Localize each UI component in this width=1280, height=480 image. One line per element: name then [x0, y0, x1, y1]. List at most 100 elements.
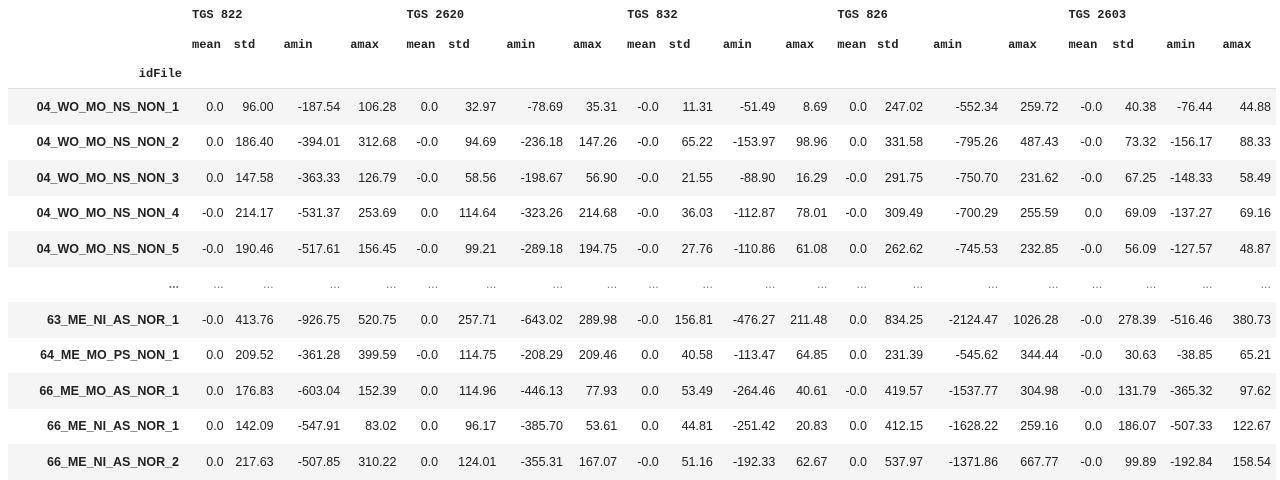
- table-cell: 114.75: [459, 348, 497, 363]
- table-cell: -0.0: [1080, 135, 1103, 150]
- table-cell: 61.08: [796, 241, 828, 256]
- stat-header: mean: [192, 38, 221, 52]
- table-cell: ...: [1202, 277, 1213, 292]
- table-cell: 834.25: [884, 312, 924, 327]
- table-cell: 231.62: [1020, 170, 1059, 185]
- table-cell: 0.0: [420, 99, 439, 114]
- table-cell: -1371.86: [948, 454, 999, 469]
- table-row: 64_ME_MO_PS_NON_1 0.0 209.52 -361.28 399.59 -…: [8, 338, 1276, 374]
- table-cell: 88.33: [1239, 135, 1271, 150]
- table-cell: -926.75: [297, 312, 341, 327]
- header-index-row: idFile: [8, 60, 1276, 89]
- table-cell: -545.62: [955, 348, 999, 363]
- table-cell: 69.09: [1125, 206, 1157, 221]
- table-cell: 0.0: [641, 348, 659, 363]
- table-cell: -0.0: [637, 241, 659, 256]
- table-cell: -0.0: [202, 206, 224, 221]
- table-cell: 0.0: [420, 312, 439, 327]
- table-cell: ...: [702, 277, 713, 292]
- table-cell: 331.58: [884, 135, 924, 150]
- table-cell: ...: [856, 277, 867, 292]
- table-cell: 0.0: [206, 99, 224, 114]
- table-cell: 30.63: [1125, 348, 1157, 363]
- table-cell: -0.0: [416, 348, 439, 363]
- stat-header: amax: [785, 38, 815, 52]
- stat-header: amin: [722, 38, 752, 52]
- row-index-label: 04_WO_MO_NS_NON_4: [36, 206, 180, 221]
- table-cell: 0.0: [206, 383, 224, 398]
- table-cell: -236.18: [520, 135, 563, 150]
- table-cell: -476.27: [732, 312, 776, 327]
- table-cell: 0.0: [206, 135, 224, 150]
- table-cell: 667.77: [1020, 454, 1059, 469]
- table-cell: -0.0: [637, 99, 659, 114]
- table-cell: -127.57: [1170, 241, 1213, 256]
- stat-header: mean: [406, 38, 436, 52]
- table-cell: ...: [764, 277, 776, 292]
- table-cell: 40.38: [1125, 99, 1157, 114]
- table-cell: 20.83: [796, 419, 828, 434]
- table-cell: -208.29: [520, 348, 563, 363]
- table-cell: 53.61: [585, 419, 618, 434]
- row-index-label: 66_ME_NI_AS_NOR_2: [47, 454, 180, 469]
- table-cell: 40.58: [681, 348, 713, 363]
- table-cell: 0.0: [206, 454, 224, 469]
- sensor-group-header: TGS 2603: [1068, 8, 1127, 22]
- table-cell: 0.0: [420, 206, 439, 221]
- table-cell: -0.0: [1080, 99, 1103, 114]
- stat-header: mean: [1068, 38, 1098, 52]
- table-cell: -112.87: [733, 206, 776, 221]
- table-cell: -1537.77: [948, 383, 999, 398]
- table-cell: 77.93: [585, 383, 618, 398]
- table-cell: 0.0: [420, 454, 439, 469]
- table-cell: 247.02: [884, 99, 924, 114]
- table-cell: 147.26: [578, 135, 618, 150]
- table-cell: -355.31: [520, 454, 563, 469]
- table-cell: ...: [1260, 277, 1271, 292]
- table-cell: ...: [1145, 277, 1157, 292]
- table-cell: 40.61: [796, 383, 828, 398]
- table-cell: -251.42: [732, 419, 776, 434]
- table-cell: 35.31: [585, 99, 618, 114]
- table-cell: 0.0: [849, 99, 867, 114]
- table-cell: -745.53: [955, 241, 999, 256]
- table-cell: 142.09: [235, 419, 274, 434]
- row-index-label: 04_WO_MO_NS_NON_2: [36, 135, 180, 150]
- table-cell: -0.0: [637, 454, 659, 469]
- table-cell: 0.0: [849, 454, 867, 469]
- table-cell: 190.46: [235, 241, 274, 256]
- table-cell: -0.0: [845, 170, 867, 185]
- table-cell: 69.16: [1239, 206, 1271, 221]
- table-cell: 214.17: [235, 206, 274, 221]
- table-cell: 36.03: [681, 206, 713, 221]
- table-cell: -394.01: [297, 135, 341, 150]
- table-cell: 0.0: [206, 348, 224, 363]
- table-cell: ...: [485, 277, 497, 292]
- table-cell: 0.0: [206, 170, 224, 185]
- header-stat-row: mean std amin amax mean std amin amax mean std ami…: [8, 30, 1276, 60]
- table-cell: 56.90: [585, 170, 618, 185]
- table-cell: 96.17: [465, 419, 497, 434]
- table-cell: 65.21: [1239, 348, 1271, 363]
- table-cell: -76.44: [1177, 99, 1213, 114]
- table-cell: 304.98: [1020, 383, 1059, 398]
- table-cell: -547.91: [297, 419, 341, 434]
- table-cell: 312.68: [358, 135, 397, 150]
- table-cell: 176.83: [235, 383, 274, 398]
- table-cell: 0.0: [1084, 419, 1103, 434]
- table-cell: 0.0: [641, 383, 659, 398]
- table-cell: -289.18: [520, 241, 563, 256]
- table-cell: 16.29: [796, 170, 828, 185]
- table-cell: 124.01: [458, 454, 497, 469]
- table-cell: 217.63: [235, 454, 274, 469]
- table-cell: -750.70: [955, 170, 999, 185]
- table-cell: 289.98: [578, 312, 618, 327]
- table-cell: 67.25: [1125, 170, 1157, 185]
- table-cell: -0.0: [202, 312, 224, 327]
- table-cell: ...: [552, 277, 563, 292]
- table-cell: -643.02: [520, 312, 563, 327]
- table-cell: 0.0: [849, 241, 867, 256]
- table-cell: -0.0: [1080, 241, 1103, 256]
- stat-header: amax: [1008, 38, 1037, 52]
- table-cell: 520.75: [358, 312, 397, 327]
